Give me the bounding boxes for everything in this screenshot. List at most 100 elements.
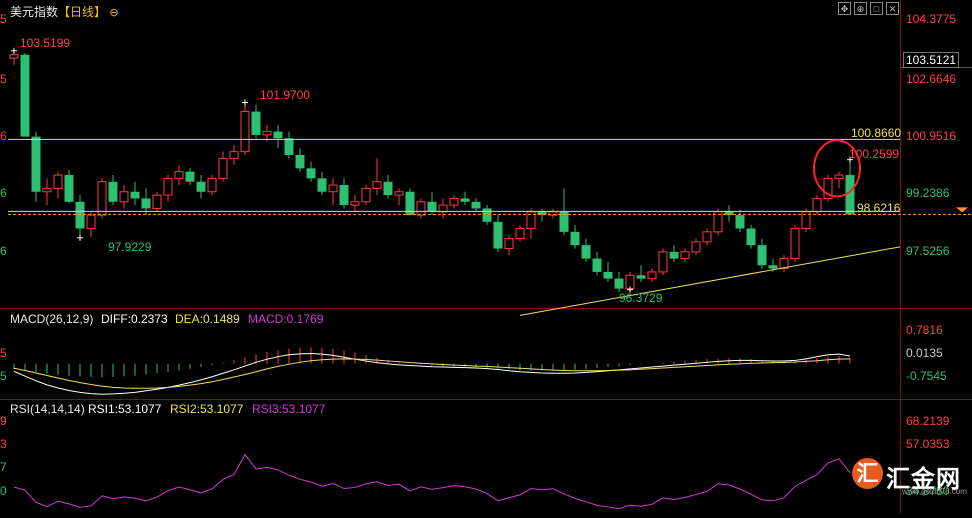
candle-body <box>658 251 668 273</box>
axis-tick-main: 97.5256 <box>906 244 950 258</box>
macd-title: MACD(26,12,9) <box>10 312 94 326</box>
macd-diff-line <box>13 353 851 395</box>
candle-body <box>273 131 283 139</box>
high-label: 103.5199 <box>20 36 71 50</box>
axis-tick-macd: 0.7816 <box>906 323 943 337</box>
candle-body <box>383 181 393 196</box>
candle-body <box>53 174 63 189</box>
left-axis-tick: 5 <box>0 72 7 86</box>
candle-body <box>119 191 129 203</box>
low-label: 97.9229 <box>108 240 152 254</box>
left-axis-tick: 0 <box>0 484 7 498</box>
macd-value: MACD:0.1769 <box>248 312 324 326</box>
axis-tick-main: 102.6646 <box>906 72 957 86</box>
axis-tick-rsi: 68.2139 <box>906 414 950 428</box>
left-axis-tick: 5 <box>0 369 7 383</box>
instrument-title: 美元指数 <box>10 5 59 19</box>
candle-body <box>75 201 85 229</box>
candle-body <box>438 204 448 213</box>
candle-body <box>97 181 107 216</box>
macd-diff-value: DIFF:0.2373 <box>101 312 168 326</box>
logo-name: 汇金网 <box>886 465 961 493</box>
rsi2-value: RSI2:53.1077 <box>170 402 244 416</box>
candle-body <box>625 274 635 290</box>
candle-body <box>306 168 316 179</box>
candle-body <box>42 187 52 193</box>
last-price-box: 103.5121 <box>903 52 960 68</box>
candle-body <box>284 138 294 155</box>
left-axis-tick: 9 <box>0 414 7 428</box>
candle-body <box>163 177 173 196</box>
macd-dea-value: DEA:0.1489 <box>175 312 240 326</box>
rsi-line <box>13 453 851 510</box>
left-axis-tick: 7 <box>0 460 7 474</box>
candle-body <box>768 265 778 269</box>
candle-body <box>537 211 547 216</box>
rsi1-value: RSI1:53.1077 <box>88 402 162 416</box>
candle-body <box>790 227 800 260</box>
candle-body <box>405 191 415 216</box>
candle-body <box>570 231 580 246</box>
candle-body <box>350 201 360 206</box>
candle-body <box>482 208 492 222</box>
candle-body <box>845 175 855 215</box>
candle-body <box>581 245 591 259</box>
candle-body <box>669 251 679 259</box>
candle-body <box>779 258 789 270</box>
move-icon[interactable]: ✥ <box>838 2 851 15</box>
candle-body <box>735 215 745 229</box>
rsi-title: RSI(14,14,14) <box>10 402 85 416</box>
candle-body <box>614 278 624 289</box>
candle-body <box>823 177 833 199</box>
candle-body <box>394 191 404 196</box>
trend-line <box>519 246 901 316</box>
axis-tick-rsi: 34.8780 <box>906 484 950 498</box>
close-icon[interactable]: ✕ <box>886 2 899 15</box>
candle-body <box>141 198 151 209</box>
recent-high-label: 100.2599 <box>849 147 900 161</box>
candle-body <box>460 198 470 202</box>
candle-body <box>251 111 261 135</box>
candle-body <box>295 154 305 169</box>
candle-body <box>449 197 459 206</box>
highlight-circle <box>813 139 861 198</box>
candle-body <box>229 151 239 159</box>
candle-body <box>493 221 503 249</box>
settings-circle-icon[interactable]: ⊖ <box>109 7 119 19</box>
candle-body <box>515 227 525 240</box>
window-toolbar: ✥ ⊕ □ ✕ <box>838 2 899 15</box>
crosshair-icon[interactable]: ⊕ <box>854 2 867 15</box>
left-axis-tick: 3 <box>0 437 7 451</box>
axis-tick-macd: -0.7545 <box>906 369 947 383</box>
price-marker-icon <box>956 207 968 213</box>
candle-body <box>471 201 481 209</box>
logo-icon: 汇 <box>852 458 883 489</box>
candle-body <box>185 171 195 182</box>
candle-body <box>339 185 349 206</box>
candle-body <box>9 54 19 59</box>
left-axis-tick: 5 <box>0 12 7 26</box>
period-label[interactable]: 【日线】 <box>58 5 107 19</box>
candle-body <box>724 211 734 216</box>
left-axis-tick: 6 <box>0 129 7 143</box>
axis-tick-main: 100.9516 <box>906 129 957 143</box>
candle-body <box>680 251 690 260</box>
candle-body <box>196 181 206 192</box>
candle-body <box>636 275 646 279</box>
candle-body <box>317 178 327 192</box>
logo-url: www.gold678.com <box>902 487 967 496</box>
candle-body <box>834 174 844 179</box>
candle-body <box>152 194 162 209</box>
candle-body <box>812 197 822 213</box>
candle-body <box>559 211 569 232</box>
candle-body <box>504 238 514 250</box>
candle-body <box>130 191 140 199</box>
candle-body <box>592 258 602 272</box>
axis-tick-macd: 0.0135 <box>906 346 943 360</box>
candle-body <box>108 181 118 202</box>
maximize-icon[interactable]: □ <box>870 2 883 15</box>
candle-body <box>328 184 338 193</box>
candle-body <box>757 245 767 266</box>
candle-body <box>372 181 382 189</box>
